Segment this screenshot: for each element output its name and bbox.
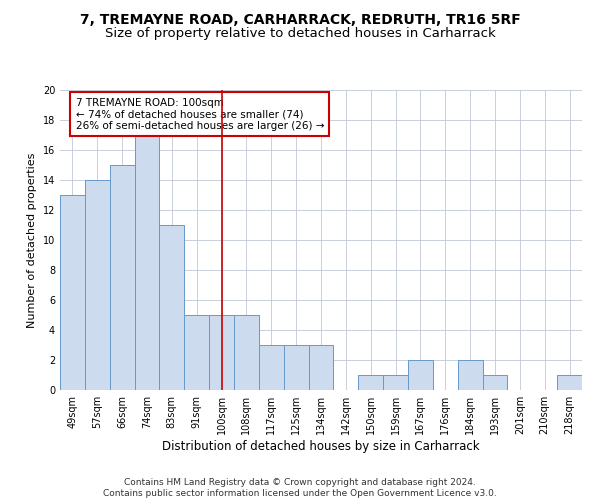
Bar bbox=[259, 345, 284, 390]
X-axis label: Distribution of detached houses by size in Carharrack: Distribution of detached houses by size … bbox=[162, 440, 480, 453]
Bar bbox=[284, 345, 308, 390]
Bar bbox=[557, 375, 582, 390]
Y-axis label: Number of detached properties: Number of detached properties bbox=[27, 152, 37, 328]
Bar bbox=[110, 165, 134, 390]
Bar bbox=[234, 315, 259, 390]
Bar bbox=[358, 375, 383, 390]
Text: Size of property relative to detached houses in Carharrack: Size of property relative to detached ho… bbox=[104, 28, 496, 40]
Text: 7 TREMAYNE ROAD: 100sqm
← 74% of detached houses are smaller (74)
26% of semi-de: 7 TREMAYNE ROAD: 100sqm ← 74% of detache… bbox=[76, 98, 324, 130]
Bar bbox=[383, 375, 408, 390]
Text: Contains HM Land Registry data © Crown copyright and database right 2024.
Contai: Contains HM Land Registry data © Crown c… bbox=[103, 478, 497, 498]
Bar bbox=[184, 315, 209, 390]
Bar bbox=[160, 225, 184, 390]
Bar bbox=[209, 315, 234, 390]
Bar bbox=[85, 180, 110, 390]
Bar bbox=[308, 345, 334, 390]
Bar bbox=[482, 375, 508, 390]
Bar bbox=[408, 360, 433, 390]
Bar bbox=[134, 135, 160, 390]
Bar bbox=[458, 360, 482, 390]
Text: 7, TREMAYNE ROAD, CARHARRACK, REDRUTH, TR16 5RF: 7, TREMAYNE ROAD, CARHARRACK, REDRUTH, T… bbox=[80, 12, 520, 26]
Bar bbox=[60, 195, 85, 390]
